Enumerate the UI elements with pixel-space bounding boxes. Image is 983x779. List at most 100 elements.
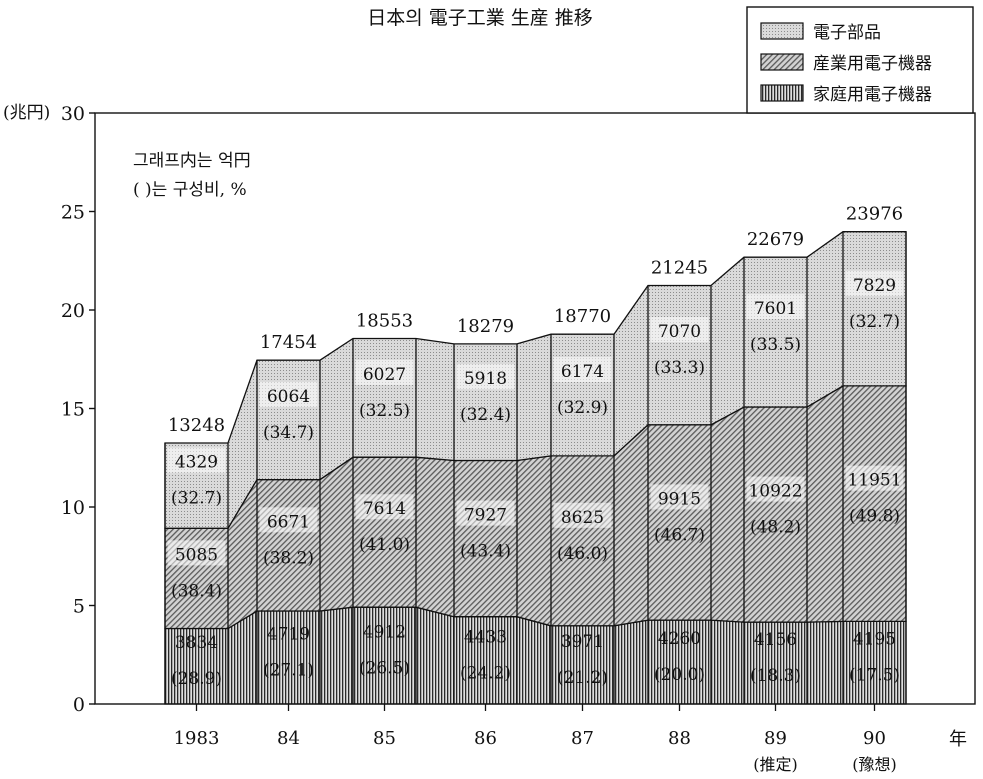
- segment-share-1-3: (43.4): [460, 542, 511, 562]
- total-label-7: 23976: [846, 204, 903, 225]
- y-tick-label-0: 0: [73, 694, 85, 716]
- x-tick-label-5: 88: [668, 728, 691, 749]
- segment-share-1-2: (41.0): [359, 535, 410, 555]
- segment-share-2-6: (33.5): [750, 335, 801, 355]
- segment-value-0-0: 3834: [175, 633, 218, 653]
- segment-share-2-0: (32.7): [171, 489, 222, 509]
- segment-label-bg-2-4: [553, 357, 612, 383]
- segment-value-2-1: 6064: [267, 387, 310, 407]
- segment-share-1-1: (38.2): [263, 548, 314, 568]
- total-label-4: 18770: [554, 306, 611, 327]
- segment-value-0-3: 4433: [464, 627, 507, 647]
- segment-label-bg-2-2: [355, 359, 414, 385]
- segment-value-0-7: 4195: [853, 630, 896, 650]
- segment-label-bg-2-0: [167, 447, 226, 473]
- legend-label-2: 家庭用電子機器: [813, 85, 932, 105]
- segment-label-bg-1-6: [746, 476, 805, 502]
- segment-share-0-6: (18.3): [750, 666, 801, 686]
- segment-value-1-7: 11951: [847, 471, 901, 491]
- segment-label-bg-1-4: [553, 502, 612, 528]
- segment-label-bg-1-3: [456, 500, 515, 526]
- x-tick-label-3: 86: [474, 728, 497, 749]
- y-tick-label-3: 15: [61, 399, 85, 421]
- segment-label-bg-2-6: [746, 294, 805, 320]
- segment-share-1-5: (46.7): [654, 525, 705, 545]
- x-tick-label-7: 90: [863, 728, 886, 749]
- x-tick-note-6: (推定): [753, 755, 798, 774]
- segment-label-bg-2-3: [456, 364, 515, 390]
- segment-share-0-5: (20.0): [654, 665, 705, 685]
- y-tick-label-1: 5: [73, 596, 85, 618]
- segment-share-1-0: (38.4): [171, 581, 222, 601]
- x-tick-note-7: (豫想): [852, 755, 897, 774]
- segment-value-2-6: 7601: [754, 299, 797, 319]
- segment-label-bg-2-5: [650, 317, 709, 343]
- segment-share-0-7: (17.5): [849, 666, 900, 686]
- x-tick-label-1: 84: [277, 728, 300, 749]
- segment-label-bg-2-1: [259, 381, 318, 407]
- segment-value-1-5: 9915: [658, 489, 701, 509]
- segment-share-2-2: (32.5): [359, 401, 410, 421]
- segment-value-1-3: 7927: [464, 506, 507, 526]
- segment-value-0-5: 4260: [658, 629, 701, 649]
- segment-share-1-6: (48.2): [750, 518, 801, 538]
- segment-label-bg-1-2: [355, 494, 414, 520]
- legend-label-0: 電子部品: [813, 23, 881, 43]
- segment-value-2-3: 5918: [464, 369, 507, 389]
- segment-value-0-4: 3971: [561, 632, 604, 652]
- legend-swatch-0: [760, 22, 804, 40]
- segment-value-1-6: 10922: [748, 482, 802, 502]
- y-tick-label-2: 10: [61, 497, 85, 519]
- segment-value-0-1: 4719: [267, 625, 310, 645]
- total-label-6: 22679: [747, 229, 804, 250]
- y-tick-label-4: 20: [61, 300, 85, 322]
- segment-value-0-2: 4912: [363, 623, 406, 643]
- segment-share-2-4: (32.9): [557, 398, 608, 418]
- total-label-0: 13248: [168, 415, 225, 436]
- segment-share-2-7: (32.7): [849, 312, 900, 332]
- legend-swatch-1: [760, 53, 804, 71]
- segment-value-0-6: 4156: [754, 630, 797, 650]
- segment-value-1-2: 7614: [363, 499, 406, 519]
- segment-share-2-1: (34.7): [263, 423, 314, 443]
- segment-value-2-4: 6174: [561, 362, 604, 382]
- segment-label-bg-1-0: [167, 540, 226, 566]
- segment-value-2-0: 4329: [175, 453, 218, 473]
- total-label-3: 18279: [457, 316, 514, 337]
- segment-share-0-4: (21.2): [557, 668, 608, 688]
- x-tick-label-2: 85: [373, 728, 396, 749]
- y-tick-label-6: 30: [61, 103, 85, 125]
- segment-share-2-5: (33.3): [654, 358, 705, 378]
- legend-swatch-2: [760, 84, 804, 102]
- y-axis-unit: (兆円): [3, 103, 50, 123]
- segment-label-bg-2-7: [845, 270, 904, 296]
- segment-label-bg-1-7: [845, 465, 904, 491]
- segment-value-1-1: 6671: [267, 512, 310, 532]
- segment-share-0-0: (28.9): [171, 669, 222, 689]
- segment-value-2-7: 7829: [853, 276, 896, 296]
- x-axis-unit: 年: [949, 729, 967, 750]
- x-tick-label-6: 89: [764, 728, 787, 749]
- segment-value-2-5: 7070: [658, 322, 701, 342]
- segment-share-1-4: (46.0): [557, 544, 608, 564]
- segment-value-1-4: 8625: [561, 508, 604, 528]
- segment-share-0-3: (24.2): [460, 663, 511, 683]
- chart-note-1: ( )는 구성비, %: [133, 180, 247, 200]
- total-label-2: 18553: [356, 311, 413, 332]
- chart-note-0: 그래프内는 억円: [133, 151, 251, 171]
- segment-label-bg-1-5: [650, 484, 709, 510]
- total-label-1: 17454: [260, 332, 317, 353]
- segment-label-bg-1-1: [259, 507, 318, 533]
- segment-value-2-2: 6027: [363, 365, 406, 385]
- segment-share-1-7: (49.8): [849, 507, 900, 527]
- x-tick-label-4: 87: [571, 728, 594, 749]
- y-tick-label-5: 25: [61, 202, 85, 224]
- segment-share-2-3: (32.4): [460, 405, 511, 425]
- segment-share-0-2: (26.5): [359, 659, 410, 679]
- chart-title: 日本의 電子工業 生産 推移: [367, 7, 593, 29]
- x-tick-label-0: 1983: [174, 728, 220, 749]
- segment-share-0-1: (27.1): [263, 661, 314, 681]
- segment-value-1-0: 5085: [175, 545, 218, 565]
